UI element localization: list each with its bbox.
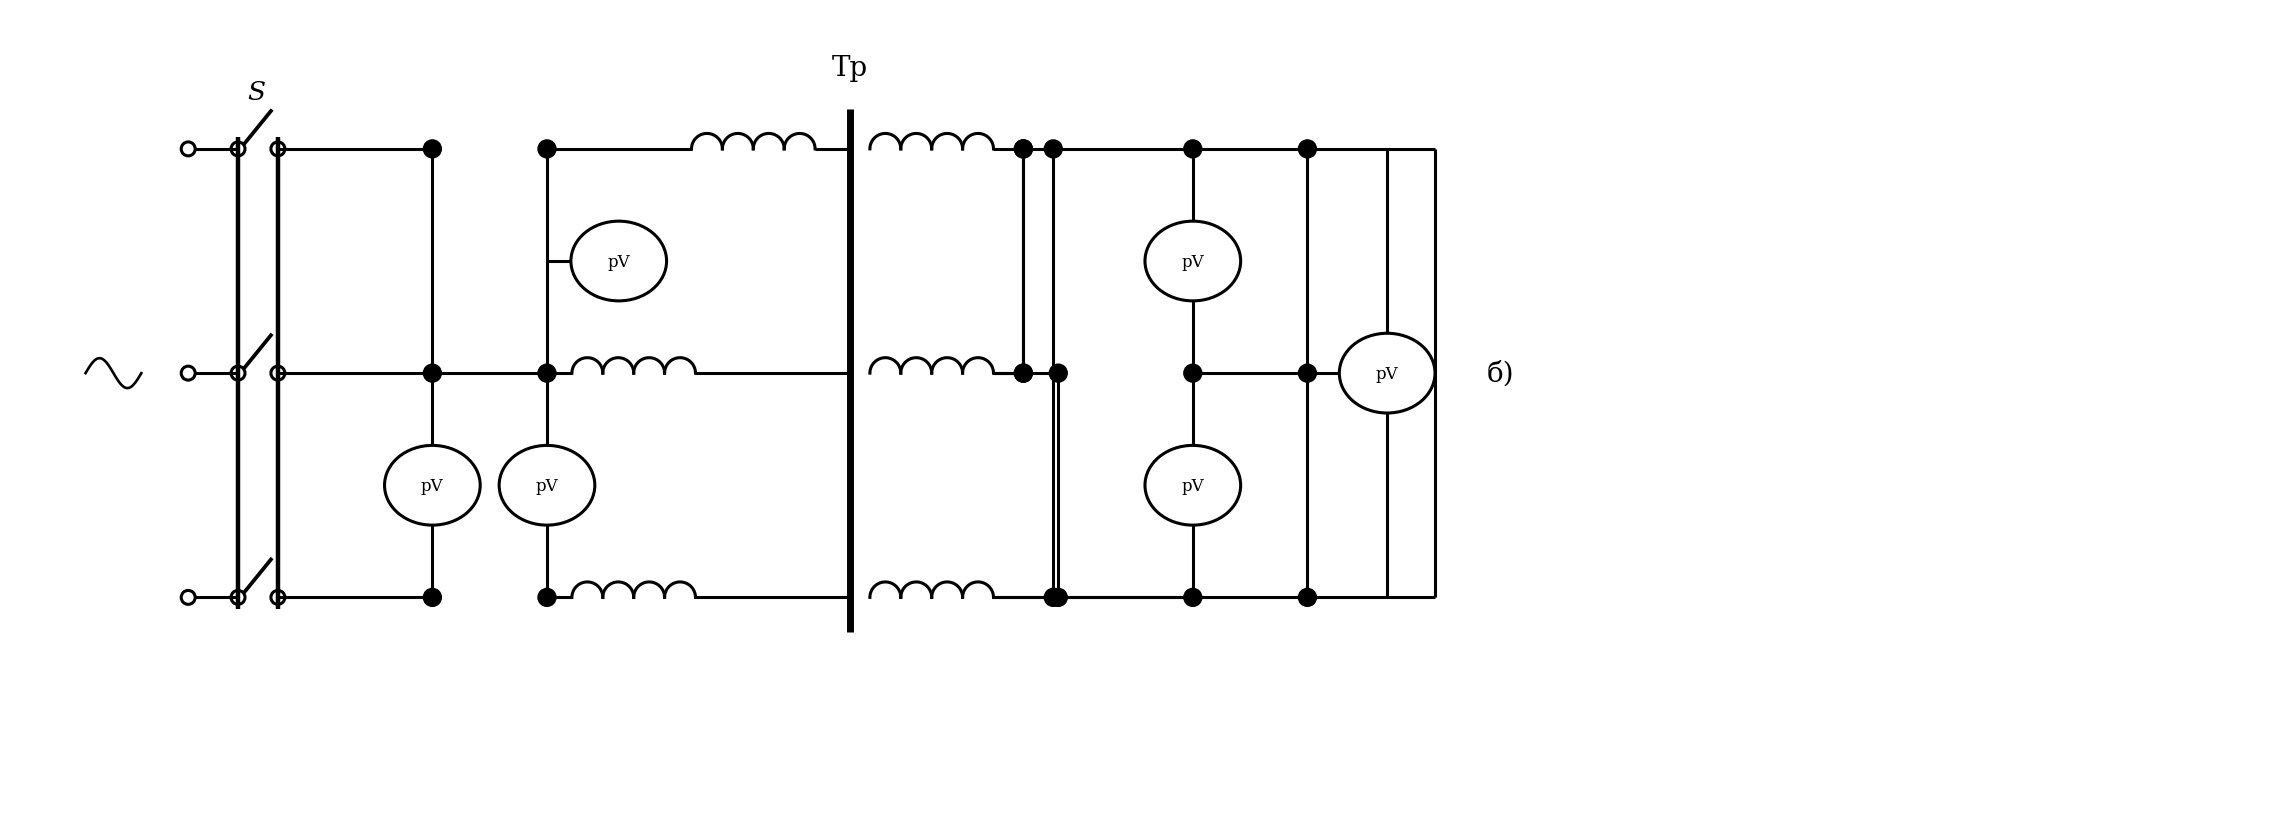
Circle shape bbox=[1300, 141, 1316, 159]
Text: pV: pV bbox=[1377, 365, 1397, 383]
Circle shape bbox=[1015, 364, 1033, 383]
Circle shape bbox=[423, 589, 442, 607]
Text: б): б) bbox=[1486, 360, 1514, 388]
Ellipse shape bbox=[498, 445, 594, 526]
Text: pV: pV bbox=[535, 477, 558, 494]
Ellipse shape bbox=[1145, 445, 1240, 526]
Circle shape bbox=[423, 364, 442, 383]
Circle shape bbox=[1049, 364, 1067, 383]
Circle shape bbox=[1015, 141, 1033, 159]
Circle shape bbox=[1300, 364, 1316, 383]
Ellipse shape bbox=[1145, 222, 1240, 301]
Text: pV: pV bbox=[421, 477, 444, 494]
Circle shape bbox=[537, 364, 555, 383]
Text: S: S bbox=[246, 79, 264, 104]
Circle shape bbox=[1184, 141, 1202, 159]
Ellipse shape bbox=[385, 445, 480, 526]
Circle shape bbox=[1015, 364, 1033, 383]
Circle shape bbox=[423, 141, 442, 159]
Ellipse shape bbox=[1338, 334, 1434, 413]
Ellipse shape bbox=[571, 222, 667, 301]
Text: pV: pV bbox=[608, 253, 630, 270]
Text: pV: pV bbox=[1181, 477, 1204, 494]
Circle shape bbox=[1015, 141, 1033, 159]
Text: pV: pV bbox=[1181, 253, 1204, 270]
Text: Тр: Тр bbox=[833, 55, 867, 82]
Circle shape bbox=[1184, 364, 1202, 383]
Circle shape bbox=[1300, 589, 1316, 607]
Circle shape bbox=[537, 589, 555, 607]
Circle shape bbox=[1184, 589, 1202, 607]
Circle shape bbox=[1049, 589, 1067, 607]
Circle shape bbox=[1045, 589, 1063, 607]
Circle shape bbox=[537, 141, 555, 159]
Circle shape bbox=[1045, 141, 1063, 159]
